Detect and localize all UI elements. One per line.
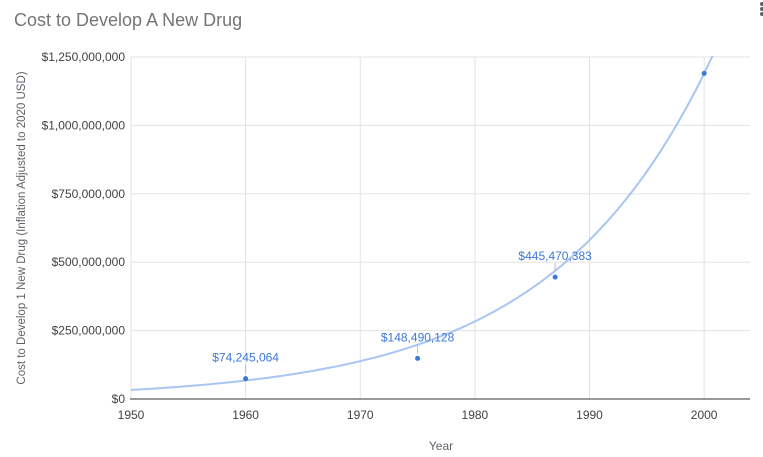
x-tick-label: 1980 — [462, 408, 489, 422]
y-tick-label: $500,000,000 — [52, 255, 126, 269]
y-tick-label: $1,000,000,000 — [42, 118, 126, 132]
data-point[interactable] — [243, 376, 249, 382]
kebab-menu-icon — [760, 2, 763, 16]
chart-more-options-button[interactable] — [760, 2, 763, 18]
x-tick-label: 1960 — [232, 408, 259, 422]
data-point[interactable] — [552, 274, 558, 280]
data-label: $148,490,128 — [381, 330, 455, 344]
data-point[interactable] — [415, 355, 421, 361]
trend-line — [131, 56, 714, 391]
x-tick-label: 1950 — [118, 408, 145, 422]
data-label: $445,470,383 — [518, 249, 592, 263]
x-tick-label: 2000 — [691, 408, 718, 422]
data-label: $74,245,064 — [212, 351, 279, 365]
y-axis-title: Cost to Develop 1 New Drug (Inflation Ad… — [16, 71, 28, 385]
x-tick-label: 1970 — [347, 408, 374, 422]
y-tick-label: $250,000,000 — [52, 324, 126, 338]
y-tick-label: $0 — [112, 392, 126, 406]
chart-title: Cost to Develop A New Drug — [14, 10, 243, 30]
x-tick-label: 1990 — [576, 408, 603, 422]
y-tick-label: $750,000,000 — [52, 187, 126, 201]
y-tick-label: $1,250,000,000 — [42, 50, 126, 64]
data-point[interactable] — [701, 70, 707, 76]
x-axis-title: Year — [428, 439, 454, 453]
